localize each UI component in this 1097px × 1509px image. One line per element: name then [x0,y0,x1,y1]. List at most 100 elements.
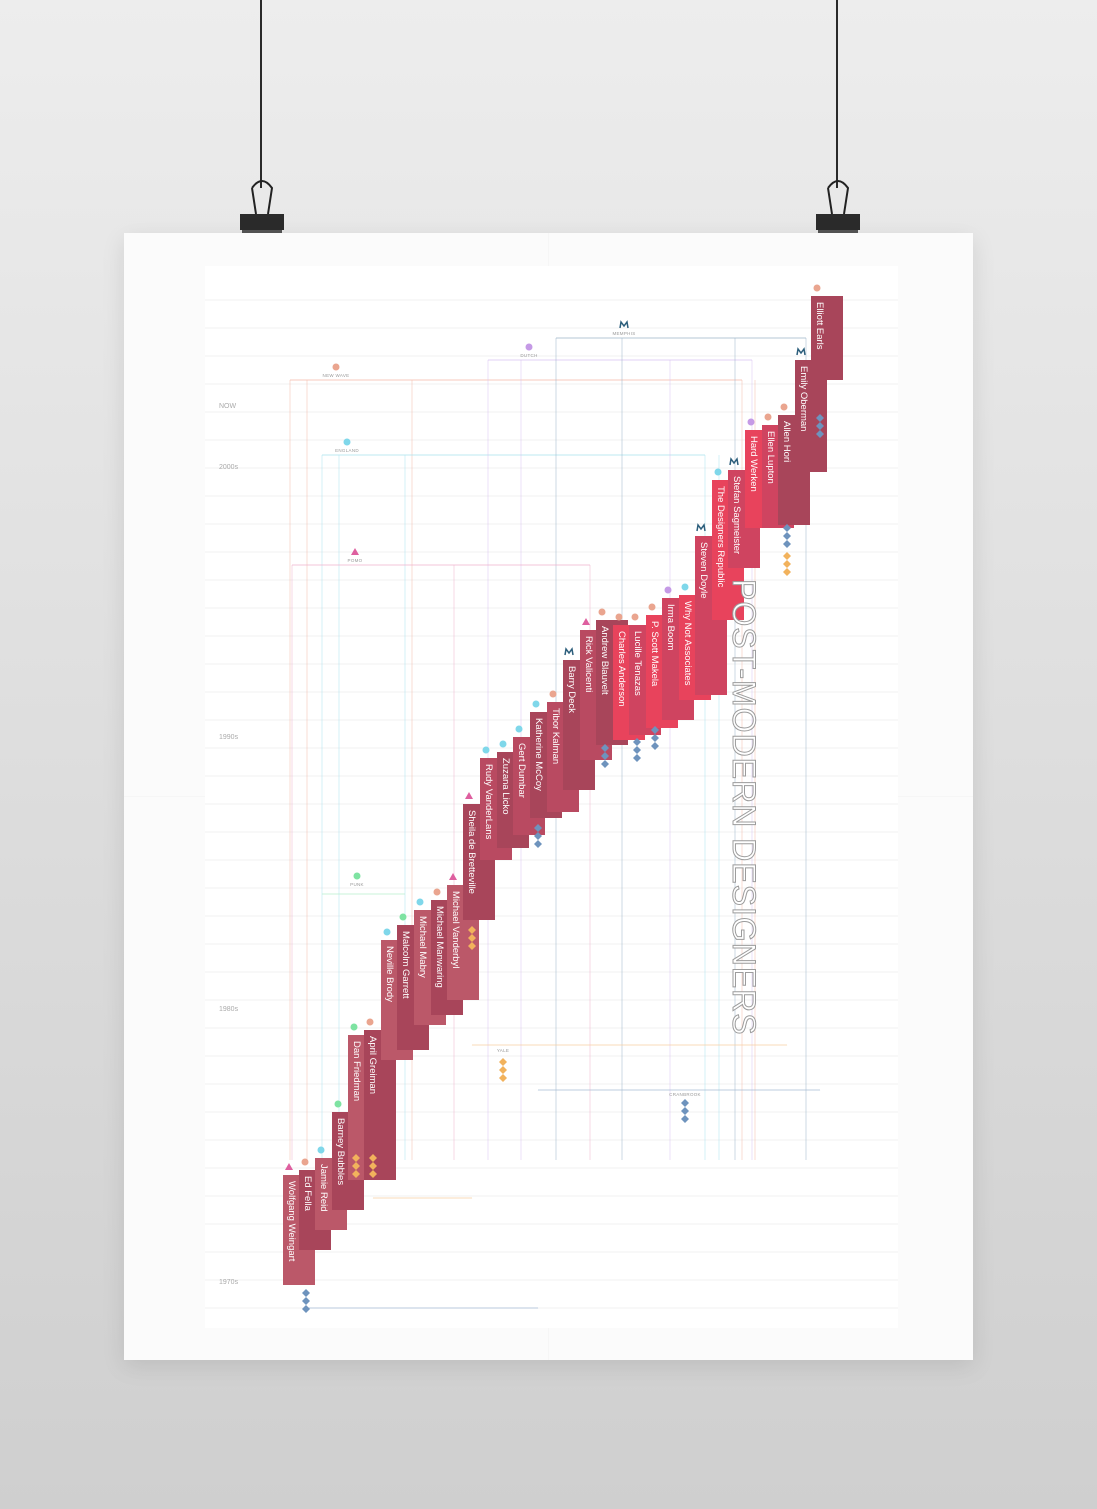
cranbrook-diamond-icon [783,532,791,540]
designer-label: Stefan Sagmeister [731,476,742,554]
pin-marker-icon [549,690,557,698]
yale-diamond-icon [468,926,476,934]
designer-label: Tibor Kalman [550,708,561,764]
yale-diamond-icon [499,1058,507,1066]
movement-label-pomo: POMO [348,558,363,563]
designer-label: Gert Dumbar [516,743,527,798]
era-label-1980s: 1980s [219,1006,239,1013]
memphis-marker-icon [564,647,574,656]
yale-diamond-icon [783,552,791,560]
pin-marker-icon [631,613,639,621]
era-label-1970s: 1970s [219,1279,239,1286]
designer-label: April Greiman [367,1036,378,1094]
designer-label: Neville Brody [384,946,395,1002]
era-label-now: NOW [219,403,237,410]
england-marker-icon [714,468,722,476]
cranbrook-diamond-icon [601,760,609,768]
cranbrook-diamond-icon [681,1107,689,1115]
pomo-marker-icon [465,792,473,799]
cranbrook-diamond-icon [633,738,641,746]
designer-label: Jamie Reid [318,1164,329,1212]
cranbrook-diamond-icon [534,832,542,840]
designer-bar [811,296,843,380]
dutch-marker-icon [747,418,755,426]
england-marker-icon [482,746,490,754]
designer-label: Wolfgang Weingart [286,1181,297,1262]
pin-marker-icon [780,403,788,411]
cranbrook-diamond-icon [302,1289,310,1297]
punk-marker-icon [399,913,407,921]
memphis-marker-icon [729,457,739,466]
pin-marker-icon [598,608,606,616]
cranbrook-diamond-icon [681,1115,689,1123]
england-marker-icon [681,583,689,591]
designer-label: Michael Vanderbyl [450,891,461,968]
punk-marker-icon [334,1100,342,1108]
cranbrook-diamond-icon [601,744,609,752]
pin-marker-icon [813,284,821,292]
england-icon [343,438,351,446]
yale-diamond-icon [369,1154,377,1162]
designer-label: Ed Fella [302,1176,313,1212]
movement-label-yale: YALE [497,1048,509,1053]
hanging-wire-left [260,0,262,188]
designer-label: Andrew Blauvelt [599,626,610,695]
designer-label: Rudy VanderLans [483,764,494,840]
pin-marker-icon [615,613,623,621]
england-marker-icon [383,928,391,936]
poster-title: POST-MODERN DESIGNERS [726,579,763,1037]
england-marker-icon [317,1146,325,1154]
pin-marker-icon [366,1018,374,1026]
cranbrook-diamond-icon [816,422,824,430]
punk-marker-icon [350,1023,358,1031]
yale-diamond-icon [352,1154,360,1162]
cranbrook-diamond-icon [651,742,659,750]
yale-diamond-icon [369,1170,377,1178]
designer-label: Barry Deck [566,666,577,713]
yale-diamond-icon [783,560,791,568]
cranbrook-diamond-icon [783,540,791,548]
designer-label: Charles Anderson [616,631,627,707]
memphis-marker-icon [796,347,806,356]
punk-icon [353,872,361,880]
movement-label-new-wave: NEW WAVE [323,373,350,378]
designer-label: Lucille Tenazas [632,631,643,696]
designer-label: Why Not Associates [682,601,693,686]
cranbrook-diamond-icon [816,414,824,422]
yale-diamond-icon [468,934,476,942]
movement-label-punk: PUNK [350,882,364,887]
designer-label: Rick Valicenti [583,636,594,692]
era-label-2000s: 2000s [219,464,239,471]
yale-diamond-icon [369,1162,377,1170]
cranbrook-diamond-icon [302,1305,310,1313]
cranbrook-diamond-icon [681,1099,689,1107]
pin-marker-icon [301,1158,309,1166]
movement-label-cranbrook: CRANBROOK [669,1092,701,1097]
designer-label: Michael Mabry [417,916,428,978]
cranbrook-diamond-icon [633,754,641,762]
cranbrook-diamond-icon [534,840,542,848]
cranbrook-diamond-icon [651,726,659,734]
designer-label: Zuzana Licko [500,758,511,815]
designer-label: Ellen Lupton [765,431,776,484]
designer-label: Dan Friedman [351,1041,362,1101]
designer-label: Emily Oberman [798,366,809,431]
pomo-marker-icon [449,873,457,880]
dutch-marker-icon [664,586,672,594]
designer-label: P. Scott Makela [649,621,660,687]
yale-diamond-icon [783,568,791,576]
england-marker-icon [515,725,523,733]
movement-label-dutch: DUTCH [520,353,537,358]
yale-diamond-icon [499,1066,507,1074]
cranbrook-diamond-icon [651,734,659,742]
yale-diamond-icon [499,1074,507,1082]
england-marker-icon [499,740,507,748]
pomo-marker-icon [582,618,590,625]
memphis-marker-icon [696,523,706,532]
new-wave-icon [332,363,340,371]
pin-marker-icon [648,603,656,611]
designer-label: Malcolm Garrett [400,931,411,999]
dutch-icon [525,343,533,351]
cranbrook-diamond-icon [816,430,824,438]
